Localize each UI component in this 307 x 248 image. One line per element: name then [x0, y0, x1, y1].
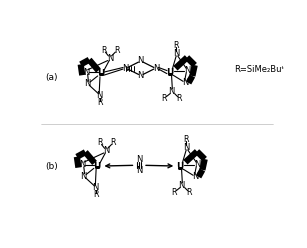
Text: N: N: [194, 160, 200, 169]
Text: (a): (a): [45, 73, 58, 82]
Text: N: N: [136, 166, 142, 175]
Text: N: N: [183, 143, 189, 152]
Text: R: R: [177, 94, 182, 103]
Text: N: N: [169, 87, 175, 96]
Text: R: R: [110, 138, 116, 148]
Text: R: R: [161, 94, 167, 103]
Text: N: N: [83, 68, 89, 77]
Text: U: U: [97, 69, 104, 78]
Text: R: R: [187, 188, 192, 197]
Text: N: N: [153, 64, 159, 73]
Text: N: N: [107, 54, 113, 63]
Text: (b): (b): [45, 162, 58, 171]
Text: R: R: [97, 138, 103, 148]
Text: N: N: [103, 146, 109, 155]
Text: U: U: [93, 161, 101, 171]
Text: N: N: [136, 155, 142, 164]
Text: U: U: [176, 161, 184, 171]
Text: N: N: [84, 79, 90, 88]
Text: R: R: [173, 41, 179, 50]
Text: R: R: [101, 46, 107, 55]
Text: N: N: [80, 172, 86, 181]
Text: N: N: [92, 183, 99, 192]
Text: N: N: [184, 66, 190, 75]
Text: N: N: [192, 172, 199, 181]
Text: N: N: [79, 160, 85, 169]
Text: N: N: [173, 49, 179, 58]
Text: R: R: [93, 190, 99, 199]
Text: N: N: [122, 64, 129, 73]
Text: N: N: [138, 56, 144, 65]
Text: N: N: [96, 91, 103, 100]
Text: R: R: [114, 46, 120, 55]
Text: R: R: [184, 135, 189, 144]
Text: U: U: [166, 68, 174, 77]
Text: R: R: [97, 98, 103, 107]
Text: R: R: [171, 188, 177, 197]
Text: R=SiMe₂Buᵗ: R=SiMe₂Buᵗ: [234, 65, 284, 74]
Text: N: N: [178, 181, 185, 190]
Text: N: N: [182, 78, 188, 87]
Text: N: N: [138, 71, 144, 80]
